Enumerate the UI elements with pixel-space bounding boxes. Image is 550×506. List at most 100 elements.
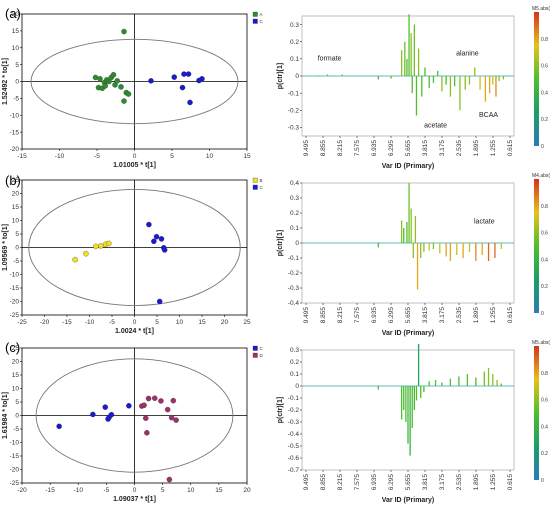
y-tick-label: 20	[12, 359, 20, 366]
score-plot: -25 -20 -15 -10 -5 0 5 10 15 20 25 -25 -20 -15 -10 -5 0 5…	[2, 177, 264, 335]
y-axis-label: 1.52492 * to[1]	[2, 58, 9, 105]
colorbar-tick-label: 0.2	[541, 284, 548, 290]
x-tick-label: -20	[17, 487, 27, 494]
x-tick-label: 6.935	[371, 307, 378, 324]
score-point	[179, 84, 186, 91]
y-tick-label: -0.2	[288, 270, 300, 277]
peak-annotation: BCAA	[479, 112, 498, 119]
y-axis-label: p(ctr)[1]	[277, 397, 284, 423]
y-tick-label: 0.3	[290, 22, 299, 29]
confidence-ellipse	[30, 38, 239, 125]
x-tick-label: 10	[187, 487, 195, 494]
y-tick-label: 0	[15, 245, 19, 252]
legend-label: B	[260, 178, 263, 183]
x-axis-label: Var ID (Primary)	[382, 163, 435, 170]
y-tick-label: 0	[15, 413, 19, 420]
y-axis-label: p(ctr)[1]	[277, 230, 284, 256]
y-tick-label: 0.3	[290, 347, 299, 354]
legend-label: C	[260, 185, 264, 190]
score-point	[185, 71, 192, 77]
score-point	[83, 250, 89, 257]
y-tick-label: -0.5	[288, 443, 300, 450]
score-point	[164, 406, 171, 413]
y-tick-label: 0.2	[290, 359, 299, 366]
x-axis-label: Var ID (Primary)	[382, 330, 435, 337]
score-point	[146, 221, 152, 228]
y-tick-label: -0.3	[288, 419, 300, 426]
x-tick-label: 0.615	[507, 307, 514, 324]
x-tick-label: 9.495	[303, 307, 310, 324]
x-tick-label: 5.655	[405, 140, 412, 157]
x-tick-label: 5	[161, 487, 165, 494]
loadings-plot: -0.3 -0.2 -0.1 0 0.1 0.2 0.3 9.495 8.855 8.215 7.5…	[277, 6, 550, 170]
x-tick-label: 8.215	[337, 140, 344, 157]
score-point	[142, 415, 149, 421]
colorbar-tick-label: 0	[541, 311, 544, 317]
y-tick-label: -5	[13, 258, 19, 265]
x-tick-label: -5	[103, 487, 109, 494]
score-point	[158, 236, 165, 242]
score-plot: -15 -10 -5 0 5 10 15-20-15-10-5051015201.01005…	[2, 11, 264, 169]
score-point	[108, 411, 115, 418]
x-tick-label: 5	[170, 153, 174, 160]
y-tick-label: -20	[10, 146, 20, 153]
x-axis-label: Var ID (Primary)	[382, 497, 435, 504]
x-tick-label: -25	[17, 319, 27, 326]
y-tick-label: 0	[295, 240, 299, 247]
y-tick-label: -0.7	[288, 467, 300, 474]
colorbar-title: M5.abs(p(corr))[1]	[532, 340, 550, 346]
y-tick-label: 15	[12, 372, 20, 379]
score-point	[125, 91, 132, 97]
colorbar	[534, 12, 539, 146]
score-point	[151, 238, 157, 245]
loadings-plot: -0.7 -0.6 -0.5 -0.4 -0.3 -0.2 -0.1 0 0.1 0.2 0.3 9.…	[277, 340, 550, 504]
x-tick-label: 5	[155, 319, 159, 326]
x-tick-label: 6.935	[371, 474, 378, 491]
panel-label: (a)	[5, 6, 21, 21]
x-tick-label: 7.575	[354, 474, 361, 491]
x-tick-label: 20	[221, 319, 229, 326]
peak-annotation: formate	[318, 56, 342, 63]
y-tick-label: 0.2	[290, 39, 299, 46]
y-tick-label: -0.6	[288, 455, 300, 462]
score-point	[114, 78, 121, 84]
x-tick-label: 8.215	[337, 307, 344, 324]
x-tick-label: 20	[243, 487, 251, 494]
colorbar-tick-label: 0.6	[541, 231, 548, 237]
y-tick-label: 10	[12, 218, 20, 225]
peak-annotation: lactate	[474, 219, 495, 226]
score-point	[102, 404, 109, 410]
panel-label: (b)	[5, 173, 21, 188]
score-point	[98, 243, 104, 249]
colorbar-tick-label: 0.8	[541, 204, 548, 210]
y-tick-label: 5	[15, 231, 19, 238]
x-tick-label: -10	[55, 153, 65, 160]
x-tick-label: 9.495	[303, 474, 310, 491]
x-tick-label: 7.575	[354, 307, 361, 324]
x-tick-label: 1.255	[490, 474, 497, 491]
legend-swatch	[252, 177, 258, 183]
x-tick-label: 1.895	[473, 474, 480, 491]
colorbar-title: M5.abs(p(corr))[1]	[532, 6, 550, 12]
colorbar-tick-label: 0.2	[541, 117, 548, 123]
score-point	[199, 76, 205, 82]
x-tick-label: -20	[40, 319, 50, 326]
x-tick-label: 6.295	[388, 474, 395, 491]
score-point	[145, 395, 152, 402]
score-point	[118, 84, 124, 90]
y-tick-label: 25	[12, 345, 20, 352]
y-tick-label: -15	[10, 129, 20, 136]
x-tick-label: 1.895	[473, 307, 480, 324]
colorbar-tick-label: 0.6	[541, 398, 548, 404]
score-point	[156, 298, 163, 305]
score-point	[170, 397, 177, 404]
y-tick-label: -10	[10, 272, 20, 279]
legend-swatch	[252, 345, 258, 351]
score-point	[72, 256, 78, 263]
score-point	[187, 99, 193, 106]
score-point	[168, 414, 175, 421]
score-plot: -20 -15 -10 -5 0 5 10 15 20-25-20-15-10-50510152…	[2, 345, 264, 503]
x-tick-label: -5	[94, 153, 100, 160]
x-tick-label: 5.655	[405, 474, 412, 491]
